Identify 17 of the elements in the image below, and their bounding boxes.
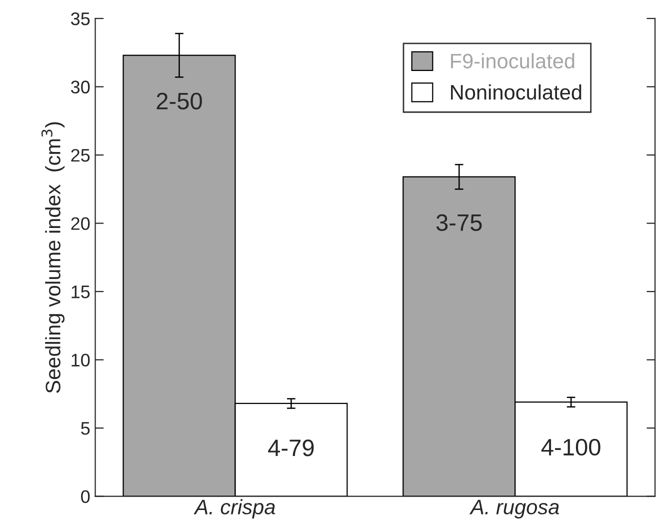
data-label: 2-50 bbox=[156, 92, 202, 110]
y-axis-title: Seedling volume index (cm$^{3}$) bbox=[41, 122, 65, 393]
x-tick-label: A. crispa bbox=[194, 499, 276, 519]
y-tick-label: 20 bbox=[71, 217, 90, 230]
y-tick-label: 35 bbox=[71, 12, 90, 26]
y-tick-label: 30 bbox=[71, 80, 90, 94]
data-label: 4-79 bbox=[268, 440, 314, 456]
y-tick-label: 25 bbox=[71, 148, 90, 162]
y-tick-label: 15 bbox=[72, 286, 90, 298]
legend-label: Noninoculated bbox=[451, 84, 582, 100]
x-tick-label: A. rugosa bbox=[469, 500, 559, 519]
y-tick-label: 0 bbox=[81, 490, 90, 504]
y-tick-label: 10 bbox=[72, 354, 90, 367]
y-tick-label: 5 bbox=[81, 422, 90, 435]
legend-label: F9-inoculated bbox=[451, 53, 574, 68]
data-label: 3-75 bbox=[436, 214, 482, 231]
data-label: 4-100 bbox=[541, 438, 600, 456]
